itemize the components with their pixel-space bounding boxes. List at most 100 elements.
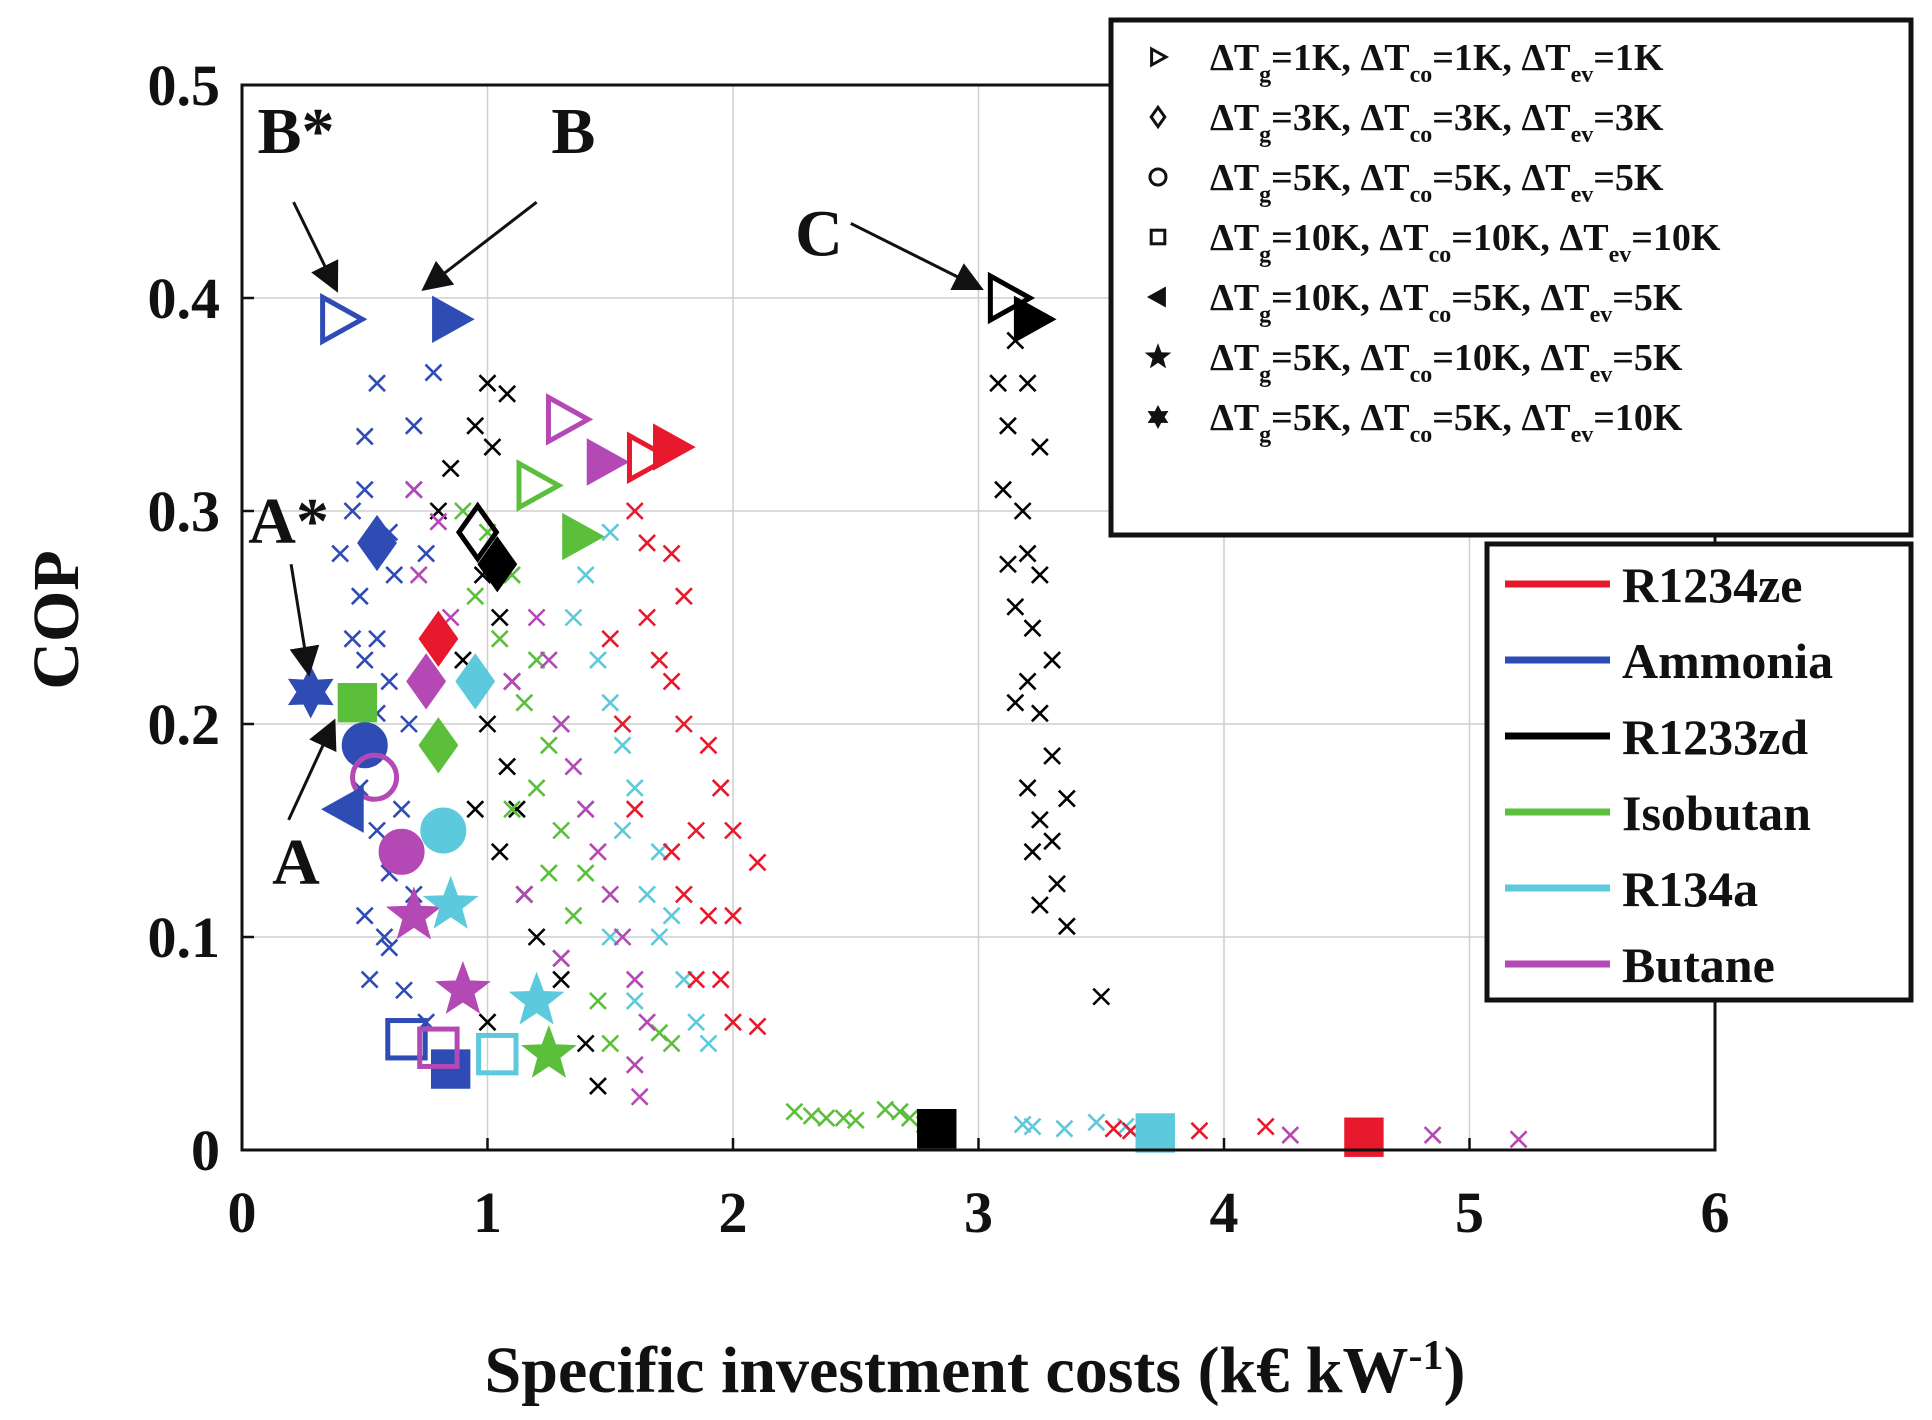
data-point-cross <box>1087 1113 1106 1132</box>
data-point-cross <box>1023 619 1042 638</box>
annotation-arrow <box>421 200 538 292</box>
data-point-cross <box>355 906 374 925</box>
data-point-cross <box>613 736 632 755</box>
legend-marker-circle <box>1148 167 1168 187</box>
data-point-cross <box>478 715 497 733</box>
data-point-cross <box>368 629 386 648</box>
data-point-cross <box>1057 917 1076 936</box>
data-point-pentagram <box>422 875 479 929</box>
data-point-triangle-right <box>432 295 475 343</box>
data-point-cross <box>1030 565 1049 584</box>
data-point-cross <box>424 363 443 382</box>
data-point-cross <box>662 906 681 925</box>
data-point-triangle-right <box>626 431 675 484</box>
data-point-diamond <box>418 717 459 774</box>
data-point-cross <box>748 1017 767 1036</box>
marker-legend-label: ΔTg=1K, ΔTco=1K, ΔTev=1K <box>1210 37 1664 88</box>
data-point-cross <box>638 534 656 552</box>
data-point-triangle-right <box>562 512 605 561</box>
legend-marker-pentagram <box>1144 343 1172 369</box>
data-point-cross <box>650 928 669 946</box>
data-point-cross <box>417 544 436 563</box>
data-point-cross <box>576 1034 595 1053</box>
x-tick-label: 5 <box>1455 1180 1484 1245</box>
data-point-cross <box>1006 597 1025 616</box>
data-point-cross <box>1030 896 1049 914</box>
data-point-cross <box>343 629 362 648</box>
x-tick-label: 2 <box>719 1180 748 1245</box>
legend-marker-hexagram <box>1147 404 1169 430</box>
data-point-cross <box>1256 1117 1275 1136</box>
y-tick-label: 0.5 <box>148 53 221 118</box>
annotation-arrow <box>292 201 339 293</box>
data-point-cross <box>1023 1117 1042 1136</box>
data-point-pentagram <box>521 1024 577 1078</box>
data-point-cross <box>724 906 742 925</box>
marker-legend-label: ΔTg=10K, ΔTco=5K, ΔTev=5K <box>1210 277 1683 328</box>
data-point-cross <box>601 885 620 904</box>
fluid-legend-label: R134a <box>1622 861 1758 917</box>
y-tick-label: 0.3 <box>148 479 221 544</box>
data-point-cross <box>490 842 509 861</box>
data-point-cross <box>1043 747 1062 765</box>
data-point-cross <box>699 1034 718 1053</box>
data-point-cross <box>1018 374 1037 393</box>
x-axis-title-sup: -1 <box>1408 1333 1443 1379</box>
data-point-cross <box>748 853 767 872</box>
data-point-cross <box>375 928 394 946</box>
data-point-cross <box>355 427 374 446</box>
data-point-cross <box>1018 544 1037 563</box>
data-point-cross <box>601 693 620 712</box>
data-point-cross <box>699 736 718 755</box>
data-point-cross <box>360 970 379 989</box>
fluid-legend-items: R1234ze Ammonia R1233zd Isobutan R134a Butane <box>1505 557 1833 993</box>
data-point-circle <box>420 807 467 854</box>
data-point-cross <box>638 608 656 627</box>
data-point-cross <box>999 555 1017 574</box>
x-axis-title-end: ) <box>1443 1334 1465 1407</box>
x-tick-label: 0 <box>228 1180 257 1245</box>
x-axis-title-main: Specific investment costs (k€ kW <box>485 1334 1409 1407</box>
data-point-cross <box>989 374 1008 393</box>
data-point-cross <box>1057 789 1076 808</box>
data-point-square <box>476 1032 519 1076</box>
data-point-cross <box>1018 778 1037 797</box>
y-tick-label: 0.2 <box>148 692 221 757</box>
data-point-cross <box>1043 651 1062 670</box>
marker-legend-label: ΔTg=5K, ΔTco=5K, ΔTev=5K <box>1210 157 1664 208</box>
marker-legend: ΔTg=1K, ΔTco=1K, ΔTev=1K ΔTg=3K, ΔTco=3K,… <box>1108 17 1914 538</box>
data-point-triangle-right <box>516 459 564 512</box>
data-point-cross <box>625 800 644 819</box>
data-point-cross <box>1104 1119 1123 1138</box>
data-point-cross <box>589 1077 607 1096</box>
data-point-cross <box>638 885 656 904</box>
data-point-cross <box>498 384 517 403</box>
data-point-diamond <box>455 501 500 564</box>
data-point-cross <box>490 608 509 627</box>
data-point-circle <box>341 722 388 769</box>
data-point-circle <box>350 752 400 802</box>
data-point-cross <box>564 906 583 925</box>
fluid-legend-box <box>1484 541 1914 1003</box>
data-point-cross <box>1013 502 1032 520</box>
marker-legend-label: ΔTg=3K, ΔTco=3K, ΔTev=3K <box>1210 97 1664 148</box>
annotation-label: A* <box>248 485 329 558</box>
data-point-cross <box>385 565 404 584</box>
data-point-cross <box>350 587 369 606</box>
data-point-square <box>430 1049 471 1089</box>
data-point-cross <box>395 981 413 1000</box>
data-point-pentagram <box>508 971 565 1025</box>
fluid-legend-label: Butane <box>1622 937 1775 993</box>
data-point-triangle-left <box>321 785 364 833</box>
data-point-cross <box>1043 832 1062 851</box>
data-point-cross <box>564 608 583 627</box>
fluid-legend-label: R1234ze <box>1622 557 1803 613</box>
data-point-square <box>337 683 378 723</box>
x-tick-label: 4 <box>1210 1180 1239 1245</box>
data-point-cross <box>1006 693 1025 712</box>
data-point-cross <box>699 906 718 925</box>
y-tick-label: 0 <box>191 1118 220 1183</box>
data-point-cross <box>490 629 509 648</box>
data-point-square <box>917 1109 957 1149</box>
